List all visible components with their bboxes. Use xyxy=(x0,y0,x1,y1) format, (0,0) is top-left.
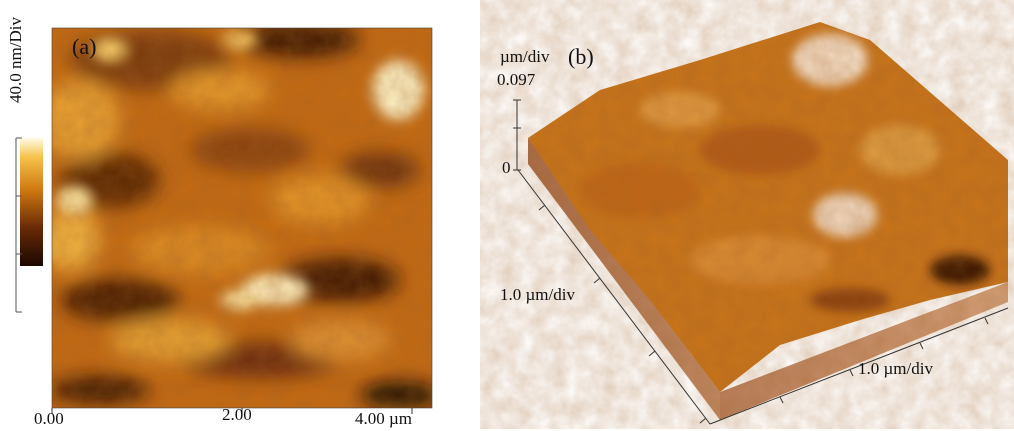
colorbar-label: 40.0 nm/Div xyxy=(6,17,25,103)
z-min-label: 0 xyxy=(502,158,511,177)
y-axis-label: 1.0 µm/div xyxy=(500,285,575,304)
x-axis-label: 1.0 µm/div xyxy=(858,359,933,378)
x-tick-1: 2.00 xyxy=(222,405,252,424)
x-axis-b xyxy=(709,307,1009,425)
panel-a-label: (a) xyxy=(72,34,97,59)
x-tick-0: 0.00 xyxy=(34,409,64,428)
x-tick-2: 4.00 µm xyxy=(355,409,413,428)
afm-height-map xyxy=(52,28,432,408)
x-axis-a xyxy=(51,408,413,414)
colorbar xyxy=(15,137,43,313)
y-axis-b xyxy=(517,169,711,425)
z-max-label: 0.097 xyxy=(497,70,536,89)
z-unit-label: µm/div xyxy=(500,47,550,66)
z-axis-b xyxy=(513,99,521,171)
surface-3d xyxy=(528,22,1008,420)
panel-b-label: (b) xyxy=(568,44,594,69)
